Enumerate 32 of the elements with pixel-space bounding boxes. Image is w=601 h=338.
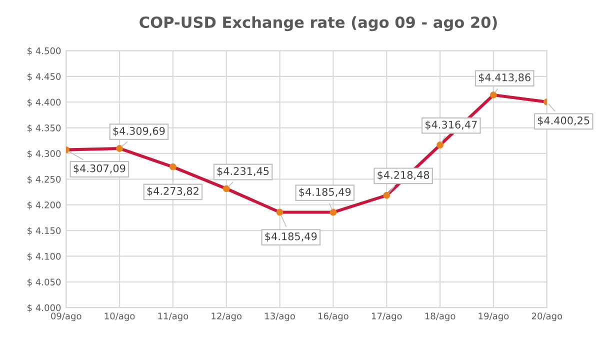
y-tick-label: $ 4.100 <box>28 252 61 261</box>
x-tick-label: 11/ago <box>158 312 188 322</box>
y-tick-label: $ 4.350 <box>28 124 61 133</box>
y-tick-label: $ 4.300 <box>28 150 61 158</box>
x-tick-label: 20/ago <box>532 312 562 322</box>
data-label: $4.185,49 <box>265 232 317 242</box>
x-tick-label: 13/ago <box>265 312 295 322</box>
y-tick-label: $ 4.450 <box>28 72 61 82</box>
y-tick-label: $ 4.200 <box>28 201 61 210</box>
data-label: $4.273,82 <box>147 186 198 196</box>
y-tick-label: $ 4.250 <box>28 176 61 184</box>
y-tick-label: $ 4.050 <box>28 278 61 287</box>
x-tick-label: 17/ago <box>372 312 402 322</box>
data-label: $4.316,47 <box>426 120 477 130</box>
data-label: $4.231,45 <box>217 166 269 176</box>
data-label: $4.400,25 <box>538 116 590 126</box>
x-tick-label: 19/ago <box>478 312 509 322</box>
data-label: $4.413,86 <box>478 73 530 83</box>
x-tick-label: 12/ago <box>212 312 242 322</box>
data-label: $4.309,69 <box>113 126 165 136</box>
data-label: $4.185,49 <box>299 188 351 198</box>
y-tick-label: $ 4.000 <box>28 304 61 312</box>
x-tick-label: 16/ago <box>318 312 348 322</box>
y-tick-label: $ 4.150 <box>28 227 61 236</box>
data-label: $4.218,48 <box>378 170 430 180</box>
data-label: $4.307,09 <box>74 164 126 174</box>
x-tick-label: 18/ago <box>425 312 456 322</box>
y-tick-label: $ 4.500 <box>28 47 61 56</box>
chart-title: COP-USD Exchange rate (ago 09 - ago 20) <box>140 16 497 32</box>
x-tick-label: 10/ago <box>104 312 135 322</box>
x-tick-label: 09/ago <box>51 312 82 322</box>
y-tick-label: $ 4.400 <box>28 98 61 107</box>
